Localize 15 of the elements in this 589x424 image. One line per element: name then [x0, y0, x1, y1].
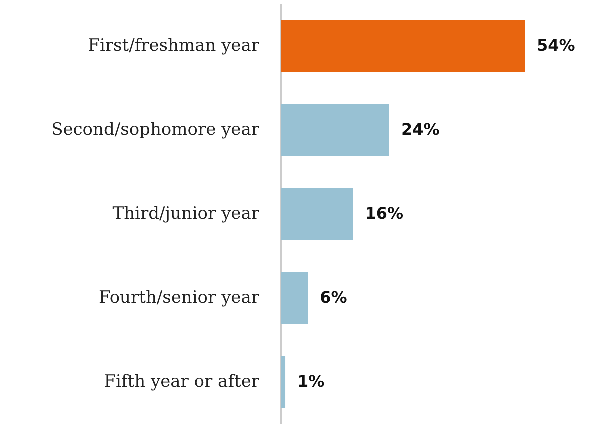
- y-tick-label: Fifth year or after: [104, 372, 260, 392]
- y-tick-label: First/freshman year: [88, 36, 260, 56]
- bar: [281, 20, 525, 72]
- bar: [281, 188, 354, 240]
- y-tick-label: Second/sophomore year: [52, 120, 260, 140]
- bar: [281, 272, 308, 324]
- data-label: 24%: [401, 120, 440, 139]
- bar: [281, 104, 390, 156]
- data-label: 16%: [365, 204, 404, 223]
- data-label: 1%: [298, 372, 325, 391]
- bar: [281, 356, 286, 408]
- y-tick-label: Third/junior year: [112, 204, 260, 224]
- y-tick-label: Fourth/senior year: [98, 288, 260, 308]
- data-label: 54%: [537, 36, 576, 55]
- data-label: 6%: [320, 288, 348, 307]
